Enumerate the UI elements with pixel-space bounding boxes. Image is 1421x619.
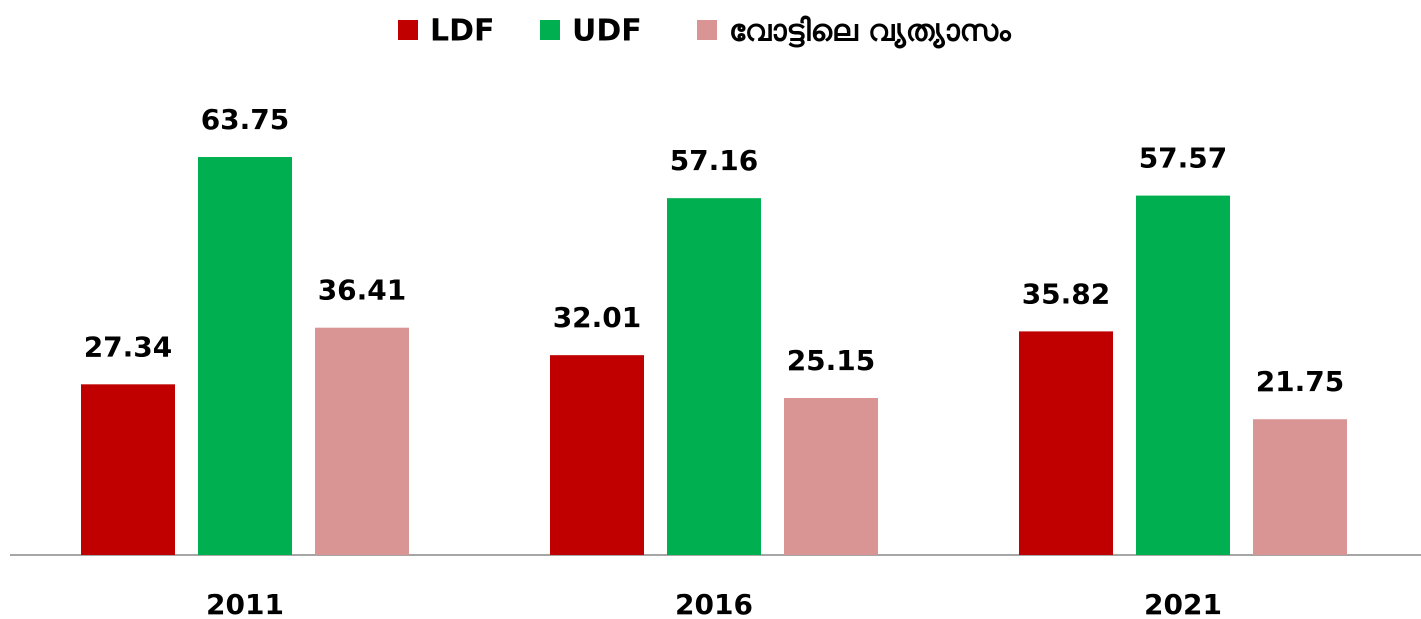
data-label: 57.57 <box>1139 142 1228 175</box>
bar <box>198 157 292 555</box>
legend-label: വോട്ടിലെ വ്യത്യാസം <box>729 14 1012 50</box>
data-label: 21.75 <box>1256 365 1345 398</box>
legend-swatch <box>697 20 717 40</box>
bar <box>81 384 175 555</box>
bar <box>784 397 878 555</box>
data-label: 36.41 <box>318 274 407 307</box>
x-tick-label: 2021 <box>1144 588 1222 619</box>
data-label: 25.15 <box>787 344 876 377</box>
legend-swatch <box>540 20 560 40</box>
data-label: 27.34 <box>84 330 173 363</box>
x-tick-label: 2016 <box>675 588 753 619</box>
data-label: 57.16 <box>670 144 759 177</box>
data-label: 63.75 <box>201 103 290 136</box>
legend-swatch <box>398 20 418 40</box>
bar <box>1019 331 1113 555</box>
bar <box>315 327 409 555</box>
x-tick-label: 2011 <box>206 588 284 619</box>
bar <box>1253 419 1347 555</box>
data-label: 35.82 <box>1022 277 1111 310</box>
bar <box>550 355 644 555</box>
legend-label: UDF <box>572 14 642 49</box>
bar <box>667 198 761 556</box>
data-label: 32.01 <box>553 301 642 334</box>
legend-label: LDF <box>430 14 495 49</box>
bar <box>1136 195 1230 556</box>
